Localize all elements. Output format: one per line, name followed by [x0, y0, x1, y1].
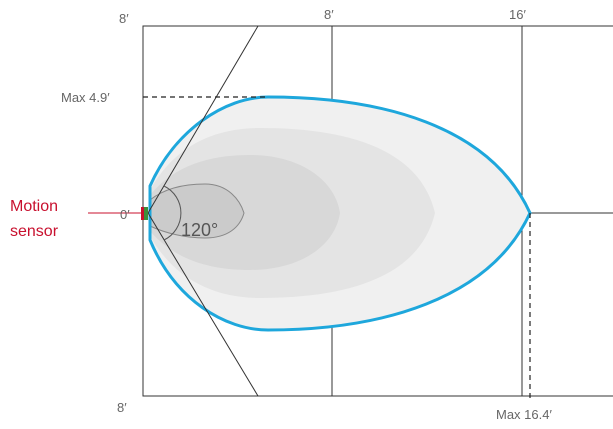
label-top-right: 16′ — [509, 7, 526, 22]
label-bottom-left: 8′ — [117, 400, 127, 415]
detection-angle-line-bottom — [147, 212, 259, 397]
label-angle: 120° — [181, 220, 218, 240]
label-origin: 0′ — [120, 207, 130, 222]
label-top-left: 8′ — [119, 11, 129, 26]
sensor-body — [141, 207, 148, 220]
detection-angle-line-top — [147, 25, 259, 214]
sensor-cap — [141, 207, 144, 220]
label-max-width: Max 4.9′ — [61, 90, 110, 105]
label-top-mid: 8′ — [324, 7, 334, 22]
label-max-range: Max 16.4′ — [496, 407, 552, 422]
angle-arc — [163, 185, 182, 241]
sensor-label-line1: Motion — [10, 198, 58, 215]
coverage-zone-inner — [149, 183, 245, 239]
sensor-label-line2: sensor — [10, 223, 59, 240]
